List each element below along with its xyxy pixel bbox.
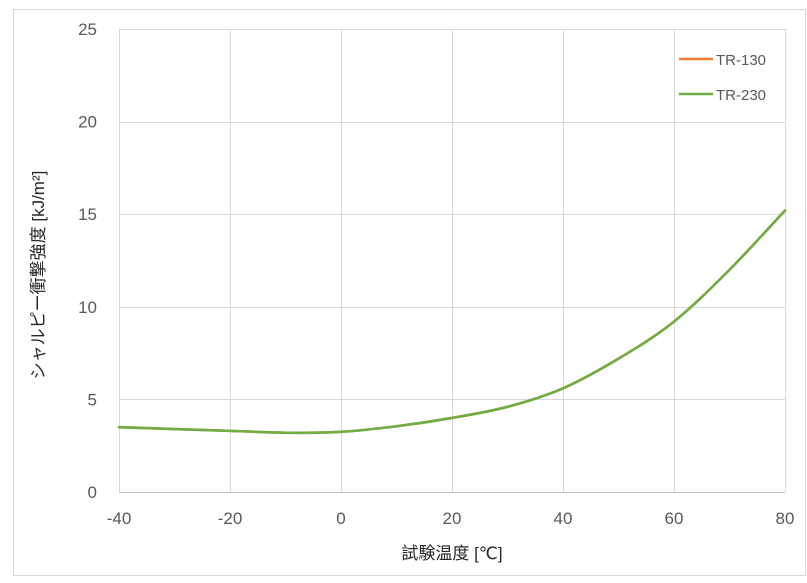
x-tick-label: 0 <box>336 509 345 528</box>
y-tick-label: 20 <box>78 113 97 132</box>
x-tick-label: -40 <box>107 509 132 528</box>
legend: TR-130 TR-230 <box>679 52 766 104</box>
x-tick-label: 20 <box>443 509 462 528</box>
series-lines <box>117 209 787 435</box>
axes: 0 5 10 15 20 25 -40 -20 0 20 40 60 80 <box>78 20 794 528</box>
y-tick-label: 10 <box>78 298 97 317</box>
chart-area-border <box>13 9 806 576</box>
y-tick-label: 0 <box>88 483 97 502</box>
x-tick-label: 40 <box>554 509 573 528</box>
y-tick-label: 25 <box>78 20 97 39</box>
y-tick-label: 15 <box>78 205 97 224</box>
x-tick-label: -20 <box>218 509 243 528</box>
y-axis-title: シャルピー衝撃強度 [kJ/m²] <box>29 171 48 380</box>
y-tick-label: 5 <box>88 390 97 409</box>
gridlines <box>119 29 786 492</box>
series-line-tr-230 <box>117 209 787 435</box>
legend-label: TR-230 <box>716 87 766 104</box>
legend-label: TR-130 <box>716 52 766 69</box>
x-tick-label: 60 <box>665 509 684 528</box>
x-tick-label: 80 <box>776 509 795 528</box>
x-axis-title: 試験温度 [℃] <box>401 544 502 563</box>
